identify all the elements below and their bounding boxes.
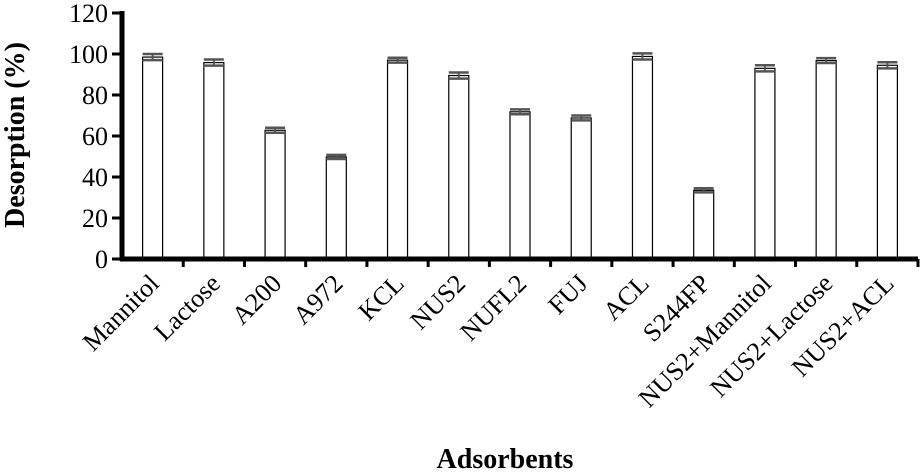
y-tick-label: 120: [69, 0, 108, 28]
bar-a972: [325, 156, 347, 260]
bar-mannitol: [142, 56, 164, 260]
category-label: A200: [226, 269, 287, 330]
category-label: KCL: [353, 269, 410, 326]
category-label: Mannitol: [77, 269, 165, 357]
y-tick-label: 40: [82, 163, 108, 192]
y-tick-label: 80: [82, 81, 108, 110]
category-label: NUFL2: [455, 269, 533, 347]
bar-kcl: [386, 59, 409, 260]
bar-lactose: [203, 62, 225, 260]
bar-nufl2: [509, 111, 531, 260]
y-tick-label: 100: [69, 40, 108, 69]
bar-acl: [631, 55, 654, 260]
y-tick-label: 20: [82, 204, 108, 233]
bar-nus2-lactose: [815, 59, 837, 260]
category-label: FUJ: [542, 269, 593, 320]
bar-nus2-mannitol: [754, 67, 776, 260]
x-axis-title: Adsorbents: [437, 444, 574, 472]
y-axis-title: Desorption (%): [0, 42, 31, 228]
error-bars-group: [142, 52, 898, 194]
bars-group: [142, 55, 898, 260]
bar-nus2-acl: [876, 64, 898, 260]
bar-nus2: [448, 74, 470, 260]
bar-a200: [264, 129, 286, 260]
category-label: A972: [287, 269, 348, 330]
y-tick-label: 60: [82, 122, 108, 151]
y-ticks-group: 0 20 40 60 80 100 120: [69, 0, 122, 274]
bar-fuj: [570, 117, 592, 260]
category-label: Lactose: [148, 269, 226, 347]
x-ticks-group: [181, 259, 920, 267]
bar-s244fp: [693, 189, 715, 260]
y-tick-label: 0: [95, 245, 108, 274]
